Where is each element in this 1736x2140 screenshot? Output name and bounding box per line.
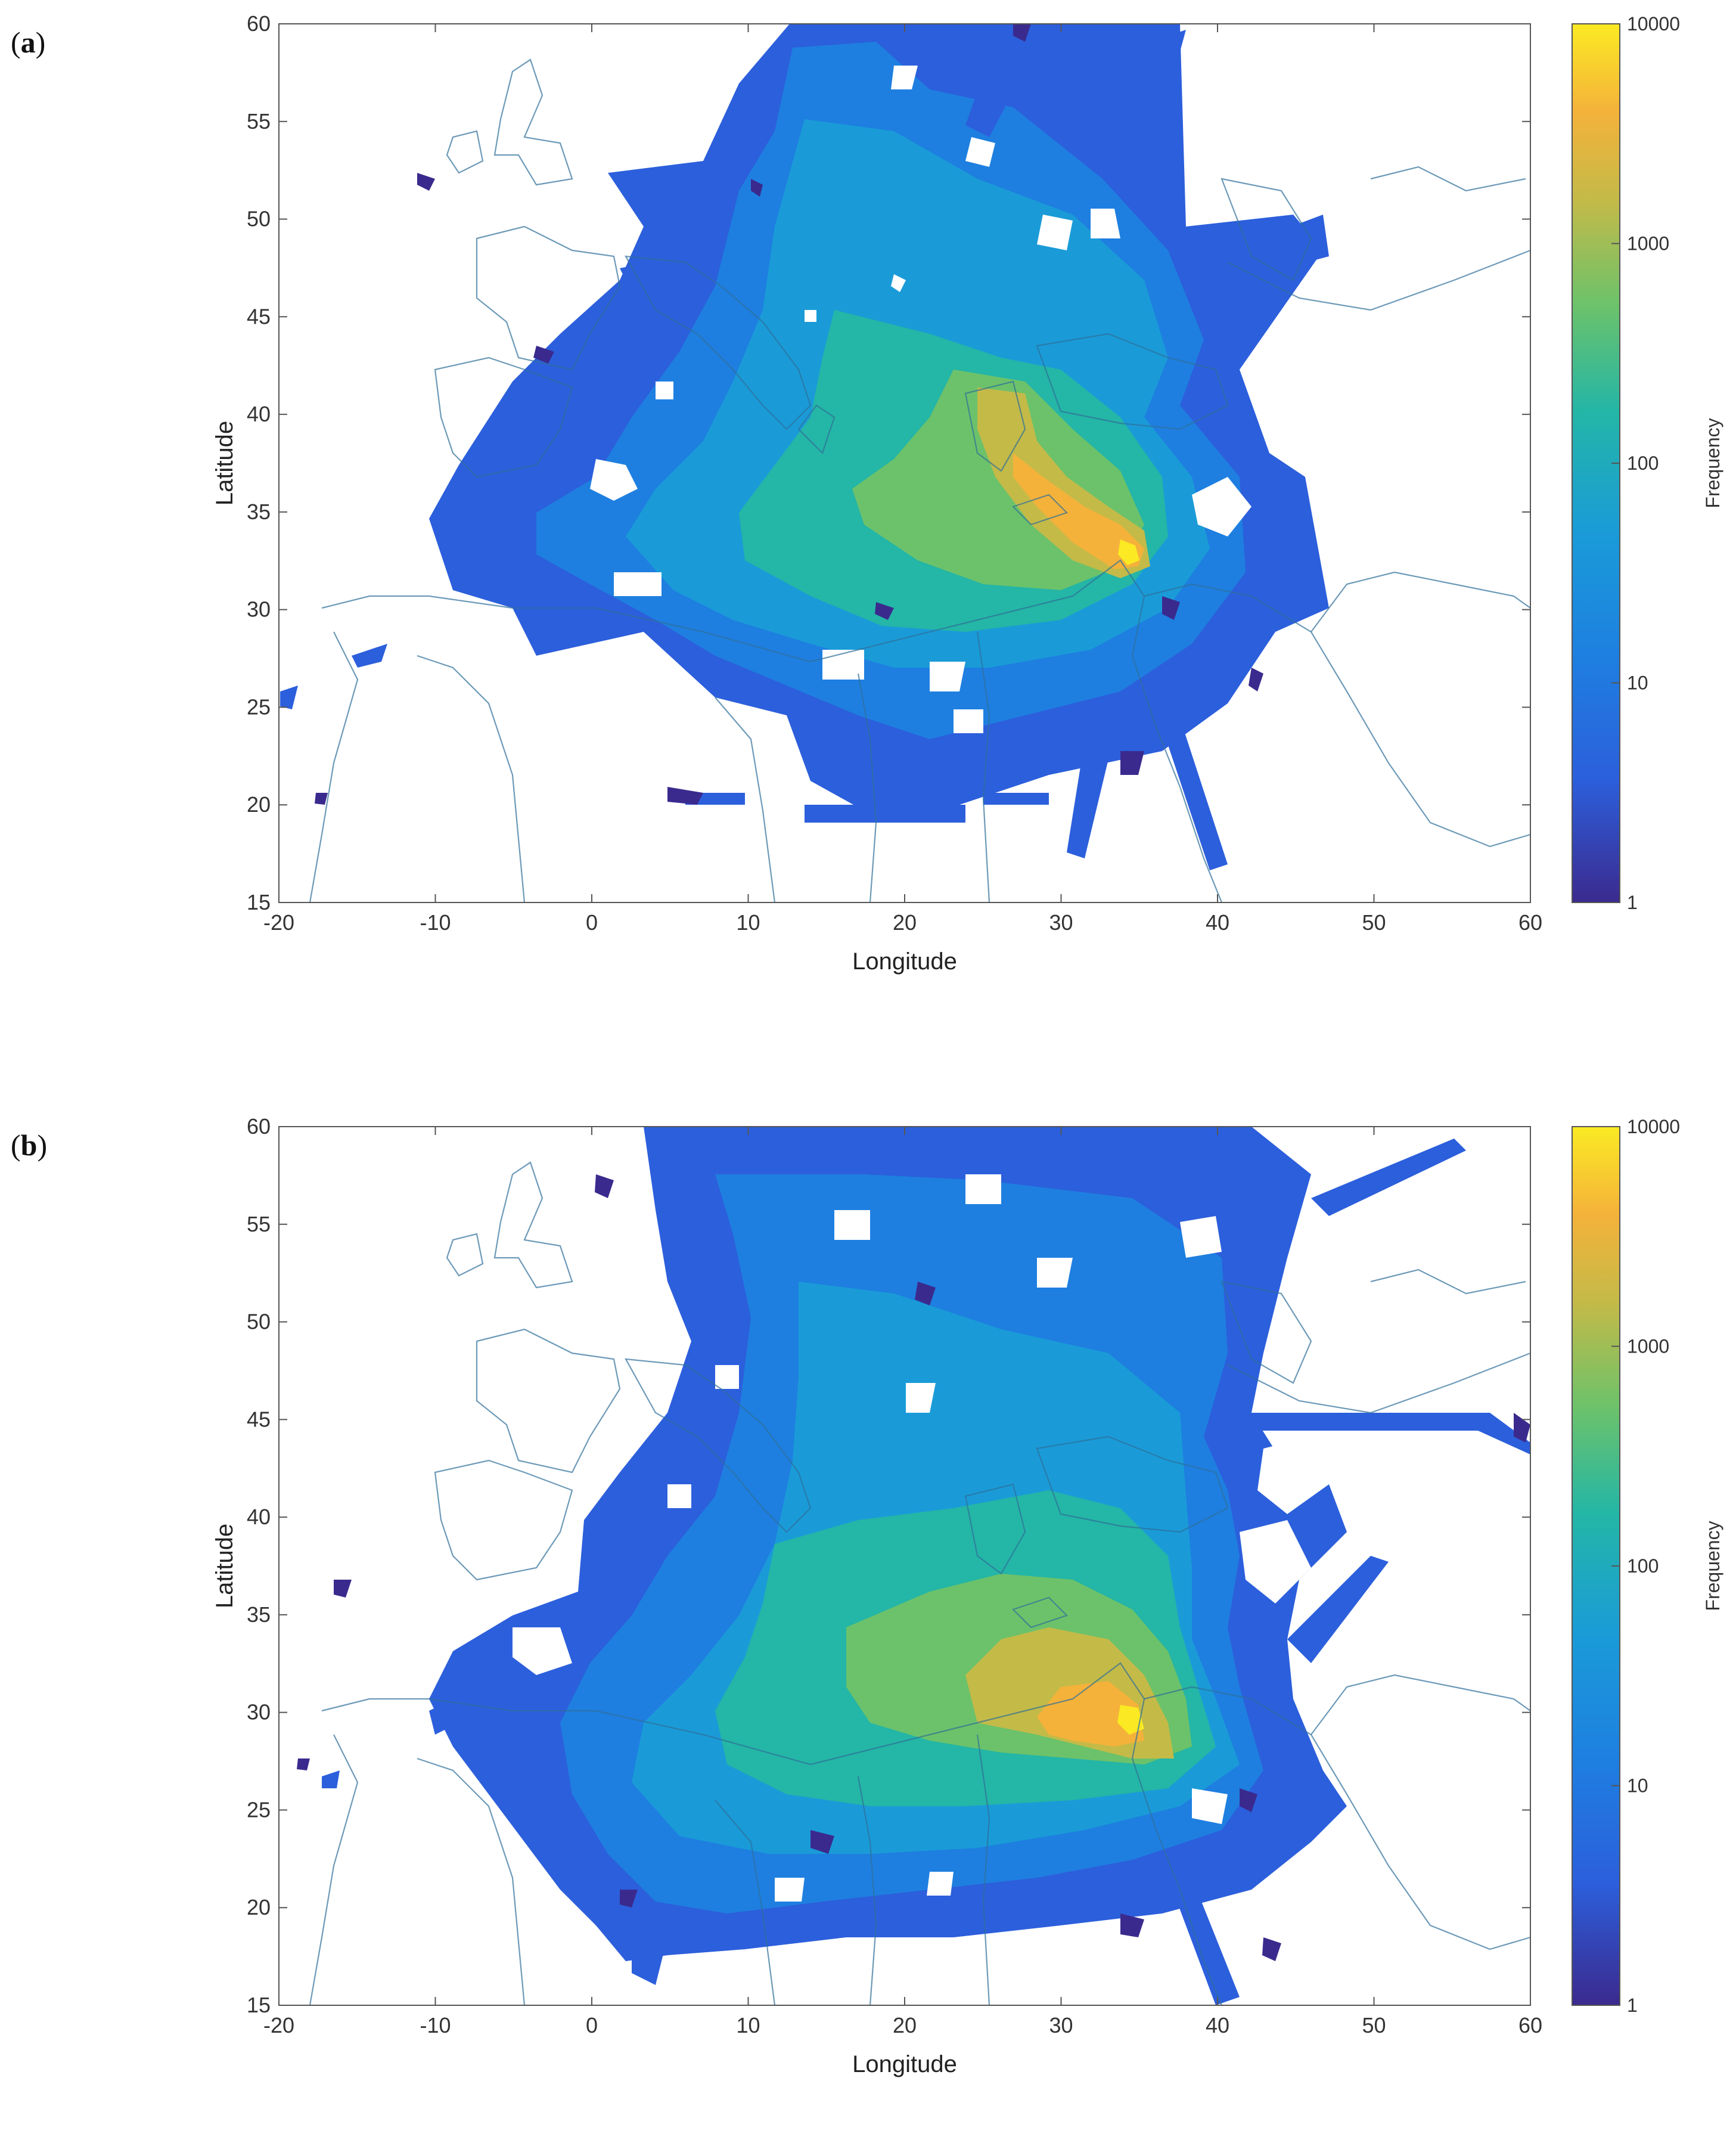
y-tick-label-a-3: 30: [247, 597, 271, 622]
cb-tick-label-b-0: 1: [1627, 1995, 1638, 2016]
y-tick-label-a-6: 45: [247, 304, 271, 328]
y-tick-label-a-8: 55: [247, 109, 271, 134]
x-tick-label-b-8: 60: [1518, 2013, 1542, 2037]
y-axis-title-a: Latitude: [212, 421, 238, 505]
x-tick-label-a-0: -20: [263, 910, 294, 935]
x-axis-title-b: Longitude: [852, 2051, 957, 2077]
x-tick-label-b-3: 10: [736, 2013, 760, 2037]
y-tick-label-b-1: 20: [247, 1895, 271, 1919]
map-figure-a: -20 -10 0 10 20 30 40 50 6015202530354045505560 …: [212, 11, 1723, 975]
y-tick-label-b-4: 35: [247, 1602, 271, 1627]
y-tick-label-b-9: 60: [247, 1114, 271, 1139]
y-tick-label-b-6: 45: [247, 1407, 271, 1431]
x-tick-label-b-5: 30: [1049, 2013, 1073, 2037]
x-tick-label-a-8: 60: [1518, 910, 1542, 935]
x-tick-label-a-7: 50: [1362, 910, 1386, 935]
x-tick-label-b-6: 40: [1206, 2013, 1229, 2037]
x-tick-label-a-4: 20: [893, 910, 917, 935]
cb-tick-label-a-2: 100: [1627, 452, 1659, 474]
panel-label-a: (a): [11, 26, 46, 59]
cb-tick-label-a-1: 10: [1627, 672, 1648, 694]
x-tick-label-b-0: -20: [263, 2013, 294, 2037]
panel-label-b: (b): [11, 1128, 48, 1162]
colorbar-title-b: Frequency: [1702, 1521, 1723, 1611]
cb-tick-label-a-3: 1000: [1627, 233, 1669, 255]
x-tick-label-b-7: 50: [1362, 2013, 1386, 2037]
y-tick-label-b-5: 40: [247, 1505, 271, 1529]
y-tick-label-b-3: 30: [247, 1700, 271, 1725]
map-figure-b: -20 -10 0 10 20 30 40 50 6015202530354045505560 …: [212, 1114, 1723, 2077]
colorbar-title-a: Frequency: [1702, 418, 1723, 508]
x-tick-label-a-5: 30: [1049, 910, 1073, 935]
x-tick-label-a-1: -10: [420, 910, 451, 935]
cb-tick-label-b-4: 10000: [1627, 1116, 1680, 1137]
x-axis-title-a: Longitude: [852, 948, 957, 975]
y-tick-label-b-0: 15: [247, 1993, 271, 2017]
y-tick-label-a-9: 60: [247, 11, 271, 36]
y-tick-label-b-8: 55: [247, 1212, 271, 1236]
coastlines-a: [309, 58, 1530, 902]
x-tick-label-a-3: 10: [736, 910, 760, 935]
cb-tick-label-a-4: 10000: [1627, 13, 1680, 35]
heatmap-b: [297, 1127, 1530, 2005]
y-tick-label-a-2: 25: [247, 694, 271, 719]
axes-ticks-b: -20 -10 0 10 20 30 40 50 60 15 20 25 30 35 40 45 50 55 60: [247, 1114, 1542, 2037]
panel-b: (b): [0, 1103, 1736, 2140]
heatmap-a: [280, 24, 1329, 870]
y-tick-label-a-1: 20: [247, 792, 271, 817]
x-tick-label-b-4: 20: [893, 2013, 917, 2037]
y-tick-label-a-7: 50: [247, 207, 271, 231]
y-axis-title-b: Latitude: [212, 1524, 238, 1608]
panel-a: (a): [0, 0, 1736, 1037]
cb-tick-label-b-2: 100: [1627, 1555, 1659, 1577]
coastlines-b: [309, 1161, 1530, 2005]
y-tick-label-a-0: 15: [247, 890, 271, 914]
cb-tick-label-b-1: 10: [1627, 1775, 1648, 1797]
axes-ticks-a: -20 -10 0 10 20 30 40 50 60 15 20 25 30 35 40 45 50 55 60: [247, 11, 1542, 935]
x-tick-label-b-2: 0: [586, 2013, 598, 2037]
y-tick-label-a-5: 40: [247, 402, 271, 426]
y-tick-label-a-4: 35: [247, 500, 271, 524]
colorbar-ticks-b: 1 10 100 1000 10000: [1611, 1116, 1680, 2016]
x-tick-label-b-1: -10: [420, 2013, 451, 2037]
x-tick-label-a-6: 40: [1206, 910, 1229, 935]
colorbar-ticks-a: 1 10 100 1000 10000: [1611, 13, 1680, 913]
y-tick-label-b-2: 25: [247, 1797, 271, 1822]
x-tick-label-a-2: 0: [586, 910, 598, 935]
cb-tick-label-a-0: 1: [1627, 892, 1638, 913]
y-tick-label-b-7: 50: [247, 1310, 271, 1334]
cb-tick-label-b-3: 1000: [1627, 1336, 1669, 1357]
